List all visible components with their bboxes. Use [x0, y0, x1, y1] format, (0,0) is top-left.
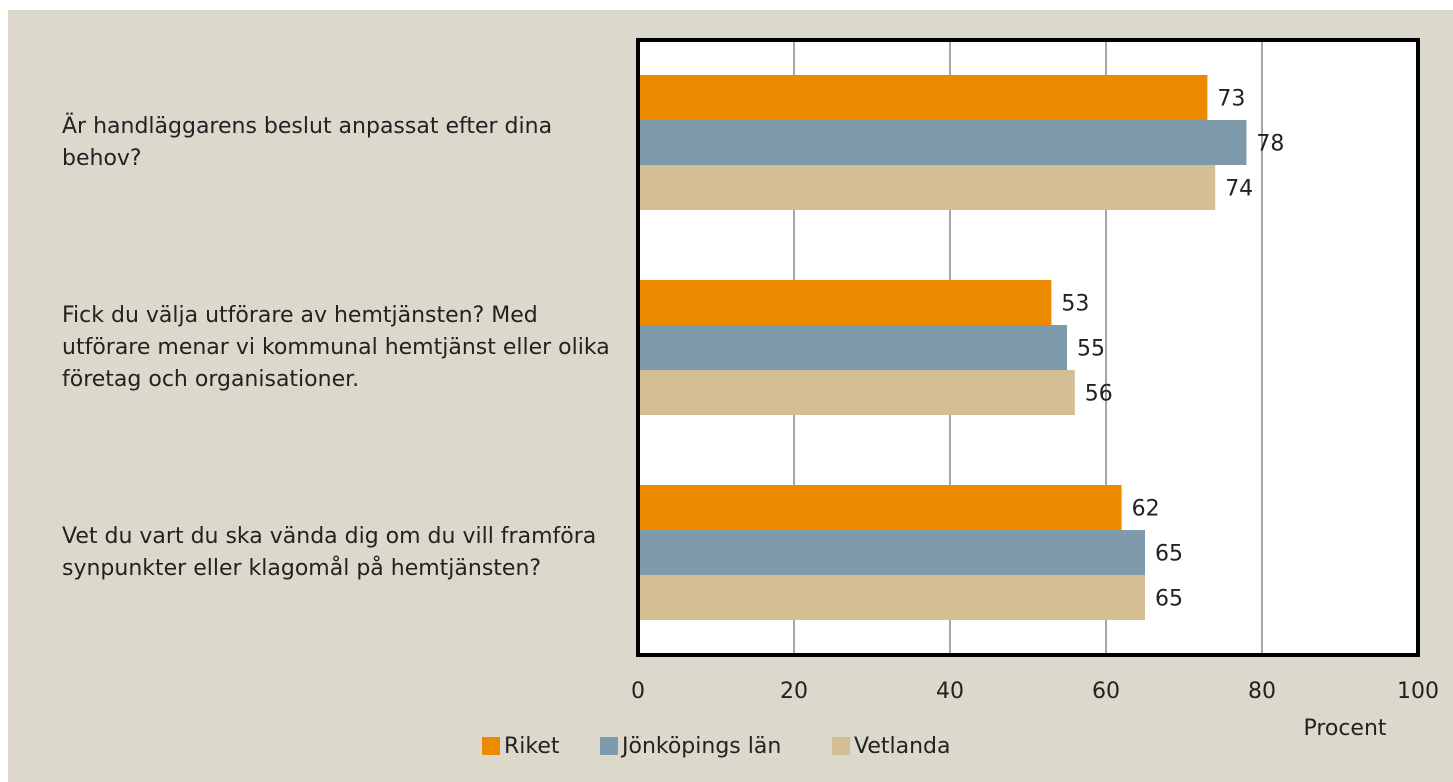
bar — [638, 370, 1075, 415]
bar — [638, 325, 1067, 370]
legend-swatch — [600, 737, 618, 755]
x-tick-label: 100 — [1397, 679, 1439, 704]
bar — [638, 75, 1208, 120]
x-tick-label: 20 — [780, 679, 808, 704]
value-label: 78 — [1256, 132, 1284, 157]
plot-border — [636, 38, 1420, 657]
bar — [638, 165, 1216, 210]
bar — [638, 280, 1052, 325]
x-tick-label: 0 — [631, 679, 645, 704]
x-tick-label: 80 — [1248, 679, 1276, 704]
legend-swatch — [832, 737, 850, 755]
bar — [638, 575, 1145, 620]
value-label: 56 — [1085, 382, 1113, 407]
x-tick-label: 40 — [936, 679, 964, 704]
legend-swatch — [482, 737, 500, 755]
x-axis-label: Procent — [1303, 716, 1386, 741]
bar — [638, 120, 1247, 165]
bar — [638, 485, 1122, 530]
value-label: 73 — [1217, 87, 1245, 112]
bar — [638, 530, 1145, 575]
x-tick-label: 60 — [1092, 679, 1120, 704]
value-label: 65 — [1155, 587, 1183, 612]
category-label: Är handläggarens beslut anpassat efter d… — [62, 113, 553, 171]
value-label: 62 — [1132, 497, 1160, 522]
value-label: 65 — [1155, 542, 1183, 567]
category-label: Vet du vart du ska vända dig om du vill … — [62, 523, 597, 581]
value-label: 53 — [1061, 292, 1089, 317]
legend-label: Riket — [504, 734, 560, 759]
legend-label: Jönköpings län — [620, 734, 781, 759]
legend-label: Vetlanda — [854, 734, 951, 759]
value-label: 74 — [1225, 177, 1253, 202]
value-label: 55 — [1077, 337, 1105, 362]
category-label: Fick du välja utförare av hemtjänsten? M… — [62, 302, 610, 392]
